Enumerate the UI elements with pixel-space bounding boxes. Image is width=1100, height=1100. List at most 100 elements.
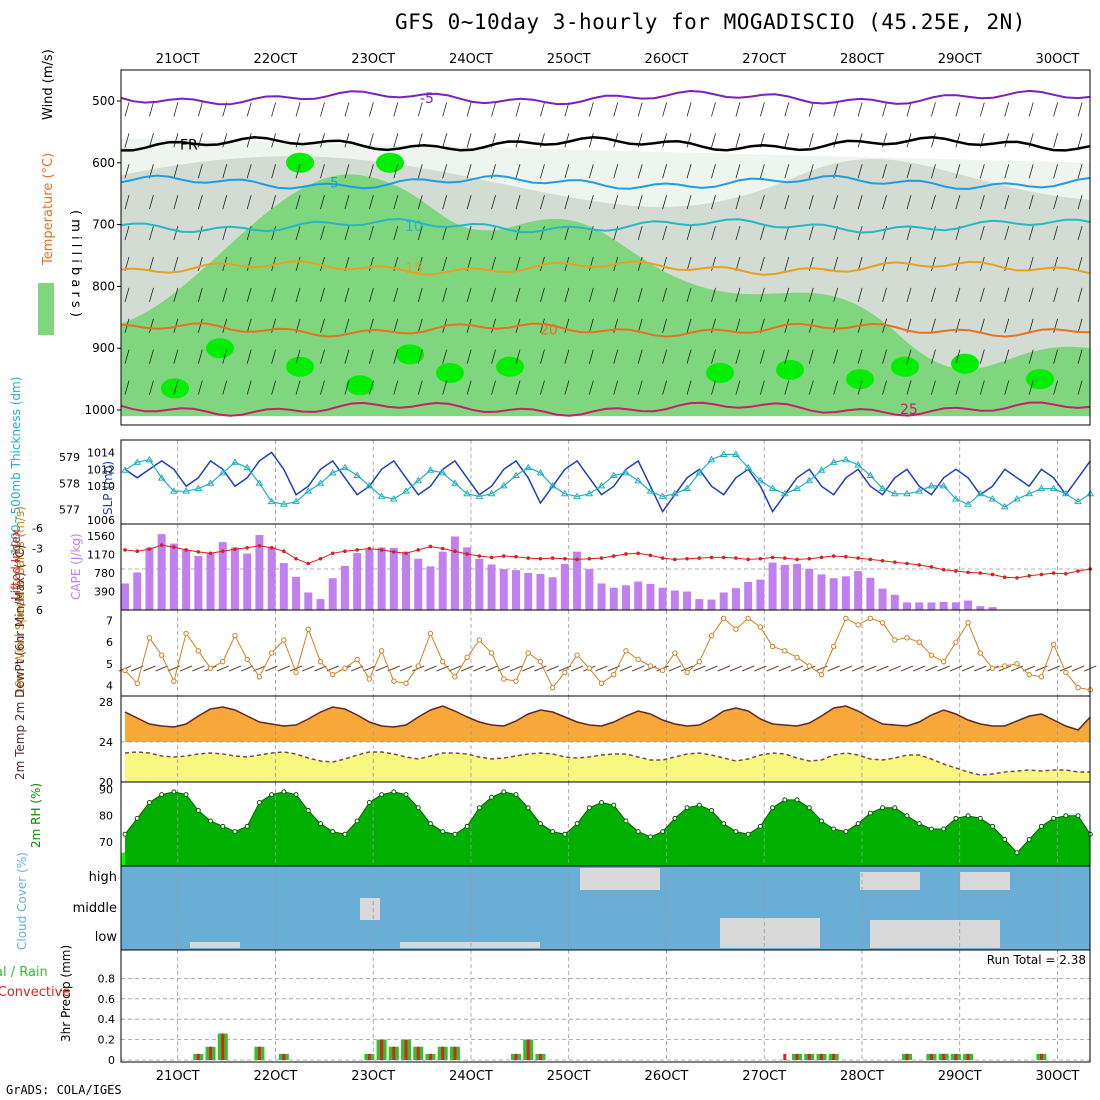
wind-barb bbox=[393, 133, 399, 148]
temperature-axis-label: Temperature (°C) bbox=[41, 153, 56, 266]
wind-barb bbox=[759, 164, 765, 179]
wind-tick-label: 7 bbox=[106, 615, 113, 628]
thickness-point bbox=[157, 474, 166, 481]
rh-point bbox=[1014, 850, 1020, 856]
wind-barb bbox=[222, 380, 228, 395]
wind-barb bbox=[417, 380, 423, 395]
lifted-index-point bbox=[1051, 571, 1056, 575]
wind-speed-point bbox=[879, 619, 886, 626]
rh-point bbox=[855, 821, 861, 827]
thickness-point bbox=[1013, 495, 1021, 502]
wind-barb bbox=[808, 380, 814, 395]
rh-saturated-spot bbox=[846, 369, 874, 390]
wind-barb bbox=[711, 164, 716, 179]
lifted-index-point bbox=[135, 549, 140, 554]
wind-speed-point bbox=[611, 671, 617, 678]
rh-point bbox=[831, 826, 837, 832]
lifted-index-point bbox=[697, 556, 702, 560]
cape-bar bbox=[560, 563, 569, 610]
wind-barb bbox=[588, 164, 594, 179]
wind-barb bbox=[857, 380, 863, 395]
lifted-index-point bbox=[453, 549, 457, 554]
thickness-point bbox=[133, 458, 142, 465]
cape-bar bbox=[389, 547, 398, 610]
thickness-point bbox=[707, 455, 716, 463]
wind-speed-point bbox=[439, 658, 446, 665]
wind-barb-10m bbox=[363, 665, 376, 672]
cloud-cover-block bbox=[870, 920, 1000, 948]
wind-barb bbox=[979, 318, 985, 333]
wind-speed-point bbox=[818, 671, 825, 678]
cape-bar bbox=[426, 566, 435, 610]
wind-barb bbox=[882, 195, 887, 210]
wind-barb bbox=[808, 102, 814, 117]
cape-tick-label: 390 bbox=[94, 586, 115, 599]
wind-barb bbox=[931, 133, 936, 148]
wind-barb bbox=[955, 287, 961, 302]
rh-point bbox=[1051, 815, 1057, 821]
cape-bar bbox=[866, 577, 875, 610]
wind-barb bbox=[368, 102, 374, 117]
top-date-label: 25OCT bbox=[547, 52, 591, 67]
wind-barb-10m bbox=[143, 665, 156, 672]
thickness-point bbox=[524, 463, 533, 471]
wind-speed-point bbox=[769, 643, 776, 650]
rh-saturated-spot bbox=[776, 359, 804, 380]
wind-barb bbox=[1053, 133, 1059, 148]
rh-label-swatch bbox=[38, 283, 54, 335]
wind-barb bbox=[833, 256, 839, 272]
wind-barb bbox=[295, 287, 301, 302]
wind-barb bbox=[197, 256, 203, 272]
rh-point bbox=[965, 813, 971, 819]
thickness-point bbox=[622, 468, 630, 476]
wind-barb bbox=[1077, 256, 1083, 272]
wind-barb-10m bbox=[473, 665, 486, 672]
lifted-index-point bbox=[526, 556, 531, 560]
wind-barb bbox=[564, 380, 570, 395]
thickness-point bbox=[463, 489, 472, 497]
wind-barb bbox=[784, 287, 790, 302]
wind-speed-point bbox=[635, 656, 641, 663]
wind-barb bbox=[1004, 287, 1010, 302]
cape-bar bbox=[988, 607, 997, 610]
precip-convective-bar bbox=[367, 1053, 371, 1060]
dewpoint-line bbox=[124, 751, 1091, 776]
wind-barb bbox=[1077, 287, 1083, 302]
wind-barb bbox=[759, 349, 765, 364]
rh-axis-label: 2m RH (%) bbox=[29, 783, 43, 848]
rh-point bbox=[452, 831, 458, 837]
lifted-index-point bbox=[465, 552, 469, 556]
wind-barb bbox=[931, 256, 936, 272]
wind-barb bbox=[1028, 256, 1034, 272]
wind-barb bbox=[344, 287, 350, 302]
lifted-index-point bbox=[770, 555, 775, 560]
cape-bar bbox=[487, 564, 496, 610]
wind-barb-10m bbox=[827, 665, 840, 672]
wind-barb bbox=[564, 133, 570, 148]
wind-speed-point bbox=[940, 658, 947, 665]
wind-barb bbox=[393, 287, 399, 302]
wind-barb bbox=[491, 102, 496, 117]
wind-barb-10m bbox=[925, 665, 938, 672]
thickness-point bbox=[939, 481, 948, 489]
wind-barb bbox=[662, 349, 668, 364]
wind-barb bbox=[149, 195, 154, 210]
slp-tick-label: 1010 bbox=[87, 480, 115, 493]
wind-barb-10m bbox=[1010, 665, 1024, 672]
lifted-index-point bbox=[428, 544, 433, 549]
wind-barb-10m bbox=[1022, 665, 1036, 672]
lifted-index-point bbox=[184, 548, 188, 552]
wind-barb bbox=[882, 318, 887, 333]
bottom-date-label: 30OCT bbox=[1036, 1069, 1080, 1084]
temperature-tick-label: 28 bbox=[99, 696, 113, 709]
wind-barb bbox=[1077, 380, 1083, 395]
wind-speed-point bbox=[867, 615, 874, 622]
wind-barb-10m bbox=[839, 665, 853, 672]
rh-point bbox=[892, 805, 898, 811]
wind-barb bbox=[295, 256, 301, 272]
wind-barb bbox=[442, 164, 448, 179]
wind-barb bbox=[711, 195, 716, 210]
wind-speed-point bbox=[537, 658, 544, 665]
thickness-point bbox=[756, 476, 765, 484]
cape-bar bbox=[927, 602, 936, 610]
